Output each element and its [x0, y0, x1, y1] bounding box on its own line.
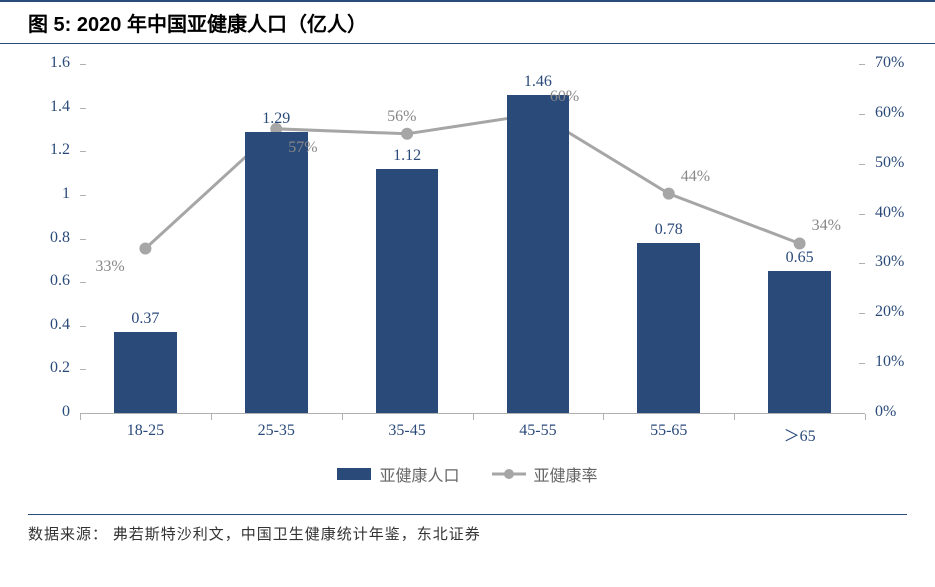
y-left-tick-label: 0.2: [20, 359, 80, 377]
y-left-tick-label: 1: [20, 185, 80, 203]
y-left-tick-mark: [80, 369, 86, 370]
y-right-tick-mark: [859, 263, 865, 264]
line-value-label: 33%: [95, 258, 124, 276]
plot-area: 0.371.291.121.460.780.6533%57%56%60%44%3…: [80, 64, 865, 414]
x-tick-mark: [734, 414, 735, 420]
legend-item-bar: 亚健康人口: [337, 462, 459, 486]
legend: 亚健康人口 亚健康率: [0, 462, 935, 486]
bar: [637, 243, 700, 413]
bar: [768, 271, 831, 413]
y-right-tick-mark: [859, 164, 865, 165]
y-right-tick-label: 60%: [865, 104, 925, 122]
y-right-tick-label: 10%: [865, 353, 925, 371]
x-tick-mark: [342, 414, 343, 420]
bar: [507, 95, 570, 413]
y-left-tick-mark: [80, 195, 86, 196]
line-marker: [794, 237, 806, 249]
y-right-tick-mark: [859, 114, 865, 115]
y-right-tick-mark: [859, 64, 865, 65]
line-marker: [139, 242, 151, 254]
source-prefix: 数据来源：: [28, 527, 108, 543]
bar: [376, 169, 439, 413]
bar-value-label: 0.37: [114, 310, 177, 328]
legend-swatch-bar: [337, 468, 371, 480]
bar-value-label: 1.29: [245, 110, 308, 128]
bar: [245, 132, 308, 413]
y-left-tick-mark: [80, 151, 86, 152]
y-axis-right: 0%10%20%30%40%50%60%70%: [865, 64, 925, 414]
x-axis-label: 55-65: [603, 422, 734, 440]
figure-label: 图 5:: [28, 14, 71, 36]
y-left-tick-label: 0.4: [20, 316, 80, 334]
y-left-tick-label: 1.4: [20, 98, 80, 116]
y-left-tick-label: 0: [20, 403, 80, 421]
y-left-tick-mark: [80, 64, 86, 65]
source-text: 弗若斯特沙利文，中国卫生健康统计年鉴，东北证券: [113, 527, 481, 543]
y-left-tick-label: 0.8: [20, 229, 80, 247]
x-axis: 18-2525-3535-4545-5555-65＞65: [80, 414, 865, 454]
x-axis-label: 25-35: [211, 422, 342, 440]
line-value-label: 60%: [550, 88, 579, 106]
line-series-layer: [80, 64, 865, 413]
x-tick-mark: [80, 414, 81, 420]
legend-item-line: 亚健康率: [492, 462, 598, 486]
x-axis-label: 45-55: [473, 422, 604, 440]
line-marker: [401, 128, 413, 140]
legend-label-bar: 亚健康人口: [379, 462, 459, 486]
x-axis-label: 18-25: [80, 422, 211, 440]
y-left-tick-label: 0.6: [20, 272, 80, 290]
y-right-tick-mark: [859, 214, 865, 215]
y-right-tick-mark: [859, 363, 865, 364]
figure-header: 图 5: 2020 年中国亚健康人口（亿人）: [0, 0, 935, 44]
y-right-tick-label: 70%: [865, 54, 925, 72]
y-right-tick-label: 50%: [865, 154, 925, 172]
legend-swatch-line: [492, 468, 526, 480]
bar-value-label: 1.12: [376, 147, 439, 165]
bar-value-label: 0.78: [637, 221, 700, 239]
bar-value-label: 0.65: [768, 249, 831, 267]
chart-area: 00.20.40.60.811.21.41.6 0%10%20%30%40%50…: [80, 64, 865, 454]
y-right-tick-label: 30%: [865, 253, 925, 271]
line-value-label: 44%: [681, 168, 710, 186]
line-value-label: 57%: [288, 139, 317, 157]
y-axis-left: 00.20.40.60.811.21.41.6: [20, 64, 80, 414]
line-value-label: 56%: [387, 108, 416, 126]
legend-label-line: 亚健康率: [534, 462, 598, 486]
line-marker: [663, 188, 675, 200]
x-tick-mark: [865, 414, 866, 420]
x-axis-label: 35-45: [342, 422, 473, 440]
source-footer: 数据来源： 弗若斯特沙利文，中国卫生健康统计年鉴，东北证券: [28, 514, 907, 544]
x-axis-label: ＞65: [734, 422, 865, 446]
x-tick-mark: [211, 414, 212, 420]
y-right-tick-mark: [859, 313, 865, 314]
x-tick-mark: [603, 414, 604, 420]
y-left-tick-mark: [80, 108, 86, 109]
y-right-tick-label: 20%: [865, 303, 925, 321]
line-value-label: 34%: [812, 217, 841, 235]
bar: [114, 332, 177, 413]
figure-title: 图 5: 2020 年中国亚健康人口（亿人）: [28, 14, 367, 36]
y-right-tick-label: 0%: [865, 403, 925, 421]
y-left-tick-mark: [80, 282, 86, 283]
y-left-tick-mark: [80, 326, 86, 327]
figure-title-text: 2020 年中国亚健康人口（亿人）: [77, 14, 367, 36]
x-tick-mark: [473, 414, 474, 420]
y-left-tick-mark: [80, 239, 86, 240]
y-left-tick-label: 1.6: [20, 54, 80, 72]
y-left-tick-label: 1.2: [20, 141, 80, 159]
y-right-tick-label: 40%: [865, 204, 925, 222]
